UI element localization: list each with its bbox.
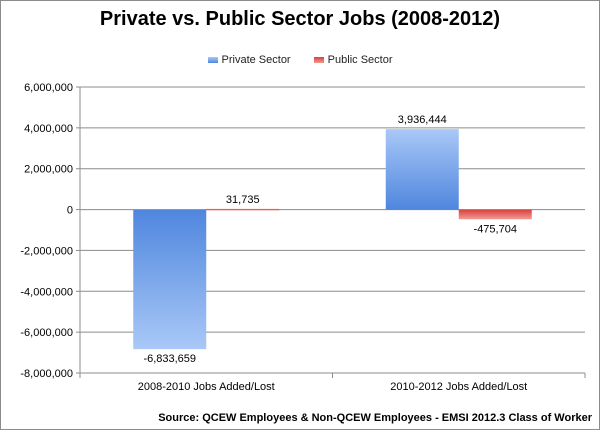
y-tick-label: -6,000,000 bbox=[20, 327, 73, 339]
legend-swatch-public bbox=[313, 57, 324, 63]
y-tick-label: 4,000,000 bbox=[24, 123, 73, 135]
legend-label-private: Private Sector bbox=[221, 54, 291, 66]
data-label: -6,833,659 bbox=[143, 353, 196, 365]
y-tick-label: -2,000,000 bbox=[20, 245, 73, 257]
source-note: Source: QCEW Employees & Non-QCEW Employ… bbox=[158, 412, 592, 424]
y-tick-label: 0 bbox=[67, 205, 73, 217]
bar-public bbox=[206, 208, 280, 211]
bar-private bbox=[385, 129, 459, 210]
x-category-label: 2010-2012 Jobs Added/Lost bbox=[390, 381, 527, 393]
data-label: 3,936,444 bbox=[398, 114, 447, 126]
legend-item-public: Public Sector bbox=[313, 54, 393, 66]
legend-label-public: Public Sector bbox=[327, 54, 393, 66]
bar-public bbox=[458, 209, 532, 220]
legend-swatch-private bbox=[207, 57, 218, 63]
y-tick-label: 2,000,000 bbox=[24, 164, 73, 176]
y-tick-label: 6,000,000 bbox=[24, 82, 73, 94]
data-label: -475,704 bbox=[474, 223, 517, 235]
bar-private bbox=[133, 209, 207, 350]
x-category-label: 2008-2010 Jobs Added/Lost bbox=[138, 381, 275, 393]
chart-title: Private vs. Public Sector Jobs (2008-201… bbox=[99, 8, 501, 30]
legend: Private Sector Public Sector bbox=[0, 54, 600, 66]
y-tick-label: -4,000,000 bbox=[20, 286, 73, 298]
y-tick-label: -8,000,000 bbox=[20, 368, 73, 380]
data-label: 31,735 bbox=[226, 194, 260, 206]
legend-item-private: Private Sector bbox=[207, 54, 291, 66]
